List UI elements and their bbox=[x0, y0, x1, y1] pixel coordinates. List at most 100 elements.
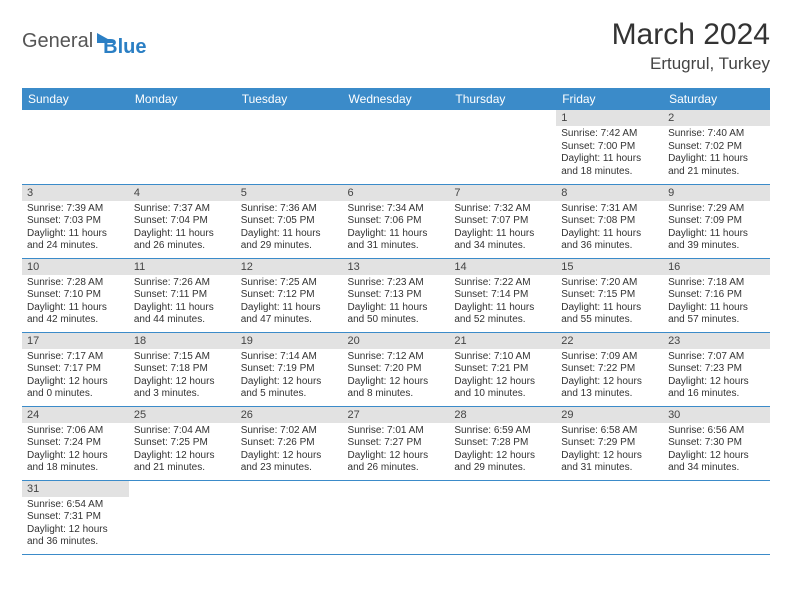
calendar-cell: 26Sunrise: 7:02 AMSunset: 7:26 PMDayligh… bbox=[236, 406, 343, 480]
day-number: 18 bbox=[129, 333, 236, 349]
day-line-d1: Daylight: 12 hours bbox=[348, 450, 445, 463]
day-number: 24 bbox=[22, 407, 129, 423]
day-line-ss: Sunset: 7:26 PM bbox=[241, 437, 338, 450]
day-details: Sunrise: 7:42 AMSunset: 7:00 PMDaylight:… bbox=[556, 126, 663, 182]
day-line-sr: Sunrise: 7:04 AM bbox=[134, 425, 231, 438]
day-line-ss: Sunset: 7:02 PM bbox=[668, 141, 765, 154]
calendar-cell: 19Sunrise: 7:14 AMSunset: 7:19 PMDayligh… bbox=[236, 332, 343, 406]
calendar-cell: 22Sunrise: 7:09 AMSunset: 7:22 PMDayligh… bbox=[556, 332, 663, 406]
calendar-cell: 6Sunrise: 7:34 AMSunset: 7:06 PMDaylight… bbox=[343, 184, 450, 258]
day-line-ss: Sunset: 7:05 PM bbox=[241, 215, 338, 228]
day-line-d1: Daylight: 11 hours bbox=[241, 302, 338, 315]
day-line-sr: Sunrise: 7:20 AM bbox=[561, 277, 658, 290]
day-line-ss: Sunset: 7:21 PM bbox=[454, 363, 551, 376]
day-line-sr: Sunrise: 7:23 AM bbox=[348, 277, 445, 290]
weekday-header: Monday bbox=[129, 88, 236, 110]
day-line-ss: Sunset: 7:07 PM bbox=[454, 215, 551, 228]
calendar-cell: 25Sunrise: 7:04 AMSunset: 7:25 PMDayligh… bbox=[129, 406, 236, 480]
calendar-cell: 2Sunrise: 7:40 AMSunset: 7:02 PMDaylight… bbox=[663, 110, 770, 184]
day-line-ss: Sunset: 7:13 PM bbox=[348, 289, 445, 302]
day-details: Sunrise: 6:58 AMSunset: 7:29 PMDaylight:… bbox=[556, 423, 663, 479]
day-number: 27 bbox=[343, 407, 450, 423]
day-line-ss: Sunset: 7:25 PM bbox=[134, 437, 231, 450]
day-line-ss: Sunset: 7:30 PM bbox=[668, 437, 765, 450]
calendar-cell bbox=[343, 480, 450, 554]
calendar-cell: 11Sunrise: 7:26 AMSunset: 7:11 PMDayligh… bbox=[129, 258, 236, 332]
day-number: 19 bbox=[236, 333, 343, 349]
logo-word1: General bbox=[22, 30, 93, 53]
day-number: 13 bbox=[343, 259, 450, 275]
day-details: Sunrise: 7:36 AMSunset: 7:05 PMDaylight:… bbox=[236, 201, 343, 257]
calendar-cell: 31Sunrise: 6:54 AMSunset: 7:31 PMDayligh… bbox=[22, 480, 129, 554]
day-details: Sunrise: 7:25 AMSunset: 7:12 PMDaylight:… bbox=[236, 275, 343, 331]
day-line-sr: Sunrise: 7:17 AM bbox=[27, 351, 124, 364]
location: Ertugrul, Turkey bbox=[612, 54, 770, 74]
day-line-d1: Daylight: 12 hours bbox=[561, 376, 658, 389]
day-line-ss: Sunset: 7:22 PM bbox=[561, 363, 658, 376]
calendar-cell bbox=[129, 480, 236, 554]
day-number: 21 bbox=[449, 333, 556, 349]
day-number: 26 bbox=[236, 407, 343, 423]
day-number bbox=[663, 481, 770, 497]
day-line-d2: and 52 minutes. bbox=[454, 314, 551, 327]
day-number: 15 bbox=[556, 259, 663, 275]
calendar-cell: 12Sunrise: 7:25 AMSunset: 7:12 PMDayligh… bbox=[236, 258, 343, 332]
logo-word2: Blue bbox=[103, 36, 146, 59]
day-line-sr: Sunrise: 7:39 AM bbox=[27, 203, 124, 216]
day-line-sr: Sunrise: 7:22 AM bbox=[454, 277, 551, 290]
day-details: Sunrise: 7:32 AMSunset: 7:07 PMDaylight:… bbox=[449, 201, 556, 257]
day-line-d1: Daylight: 12 hours bbox=[454, 376, 551, 389]
day-line-sr: Sunrise: 7:01 AM bbox=[348, 425, 445, 438]
day-line-ss: Sunset: 7:08 PM bbox=[561, 215, 658, 228]
day-line-d2: and 13 minutes. bbox=[561, 388, 658, 401]
day-number bbox=[343, 481, 450, 497]
calendar-cell: 4Sunrise: 7:37 AMSunset: 7:04 PMDaylight… bbox=[129, 184, 236, 258]
calendar-cell bbox=[556, 480, 663, 554]
day-number: 14 bbox=[449, 259, 556, 275]
day-line-d1: Daylight: 11 hours bbox=[27, 302, 124, 315]
day-line-d1: Daylight: 12 hours bbox=[668, 450, 765, 463]
day-line-d1: Daylight: 11 hours bbox=[454, 228, 551, 241]
day-number bbox=[22, 110, 129, 126]
day-number bbox=[236, 110, 343, 126]
day-number bbox=[449, 110, 556, 126]
day-number: 29 bbox=[556, 407, 663, 423]
day-line-d2: and 31 minutes. bbox=[348, 240, 445, 253]
day-line-d1: Daylight: 12 hours bbox=[561, 450, 658, 463]
day-number: 16 bbox=[663, 259, 770, 275]
day-line-d2: and 3 minutes. bbox=[134, 388, 231, 401]
day-line-ss: Sunset: 7:27 PM bbox=[348, 437, 445, 450]
calendar-table: SundayMondayTuesdayWednesdayThursdayFrid… bbox=[22, 88, 770, 555]
day-details: Sunrise: 7:04 AMSunset: 7:25 PMDaylight:… bbox=[129, 423, 236, 479]
calendar-cell: 29Sunrise: 6:58 AMSunset: 7:29 PMDayligh… bbox=[556, 406, 663, 480]
month-title: March 2024 bbox=[612, 18, 770, 52]
day-line-sr: Sunrise: 7:26 AM bbox=[134, 277, 231, 290]
day-line-d1: Daylight: 12 hours bbox=[668, 376, 765, 389]
day-details: Sunrise: 7:07 AMSunset: 7:23 PMDaylight:… bbox=[663, 349, 770, 405]
day-line-ss: Sunset: 7:06 PM bbox=[348, 215, 445, 228]
day-number: 1 bbox=[556, 110, 663, 126]
day-line-d2: and 5 minutes. bbox=[241, 388, 338, 401]
day-details: Sunrise: 7:06 AMSunset: 7:24 PMDaylight:… bbox=[22, 423, 129, 479]
day-details: Sunrise: 7:09 AMSunset: 7:22 PMDaylight:… bbox=[556, 349, 663, 405]
calendar-cell bbox=[449, 110, 556, 184]
day-line-d2: and 47 minutes. bbox=[241, 314, 338, 327]
calendar-cell: 3Sunrise: 7:39 AMSunset: 7:03 PMDaylight… bbox=[22, 184, 129, 258]
header: General Blue March 2024 Ertugrul, Turkey bbox=[22, 18, 770, 74]
day-line-d1: Daylight: 11 hours bbox=[241, 228, 338, 241]
day-line-ss: Sunset: 7:23 PM bbox=[668, 363, 765, 376]
day-line-sr: Sunrise: 7:07 AM bbox=[668, 351, 765, 364]
calendar-cell: 18Sunrise: 7:15 AMSunset: 7:18 PMDayligh… bbox=[129, 332, 236, 406]
calendar-week: 10Sunrise: 7:28 AMSunset: 7:10 PMDayligh… bbox=[22, 258, 770, 332]
day-details: Sunrise: 7:14 AMSunset: 7:19 PMDaylight:… bbox=[236, 349, 343, 405]
day-number: 7 bbox=[449, 185, 556, 201]
calendar-cell bbox=[129, 110, 236, 184]
day-line-ss: Sunset: 7:28 PM bbox=[454, 437, 551, 450]
weekday-header: Thursday bbox=[449, 88, 556, 110]
calendar-cell: 24Sunrise: 7:06 AMSunset: 7:24 PMDayligh… bbox=[22, 406, 129, 480]
day-details: Sunrise: 7:31 AMSunset: 7:08 PMDaylight:… bbox=[556, 201, 663, 257]
day-line-ss: Sunset: 7:10 PM bbox=[27, 289, 124, 302]
day-line-ss: Sunset: 7:24 PM bbox=[27, 437, 124, 450]
day-details: Sunrise: 7:37 AMSunset: 7:04 PMDaylight:… bbox=[129, 201, 236, 257]
day-details: Sunrise: 6:56 AMSunset: 7:30 PMDaylight:… bbox=[663, 423, 770, 479]
